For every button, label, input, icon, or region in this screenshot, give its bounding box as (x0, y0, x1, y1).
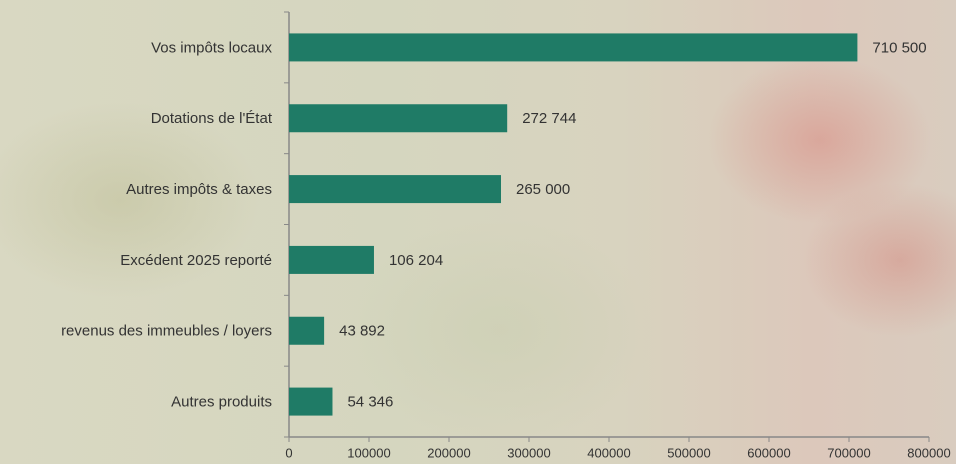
x-tick-label: 400000 (587, 445, 630, 460)
bar (289, 245, 374, 274)
x-tick-label: 500000 (667, 445, 710, 460)
x-tick-label: 600000 (747, 445, 790, 460)
value-label: 265 000 (516, 181, 570, 198)
x-tick-label: 700000 (827, 445, 870, 460)
x-tick-label: 200000 (427, 445, 470, 460)
x-tick-label: 0 (285, 445, 292, 460)
bar (289, 104, 508, 133)
value-label: 710 500 (872, 39, 926, 56)
y-tick-label: Excédent 2025 reporté (120, 252, 272, 269)
y-tick-label: Autres produits (171, 394, 272, 411)
bar (289, 387, 333, 416)
bar (289, 175, 501, 204)
y-tick-label: Autres impôts & taxes (126, 181, 272, 198)
y-tick-label: revenus des immeubles / loyers (61, 323, 272, 340)
x-tick-label: 300000 (507, 445, 550, 460)
value-label: 43 892 (339, 323, 385, 340)
value-label: 106 204 (389, 252, 443, 269)
value-label: 272 744 (522, 110, 576, 127)
bar (289, 316, 325, 345)
y-tick-label: Vos impôts locaux (151, 39, 272, 56)
x-tick-label: 100000 (347, 445, 390, 460)
x-tick-label: 800000 (907, 445, 950, 460)
y-tick-label: Dotations de l'État (151, 110, 273, 127)
bar (289, 33, 858, 62)
value-label: 54 346 (347, 394, 393, 411)
